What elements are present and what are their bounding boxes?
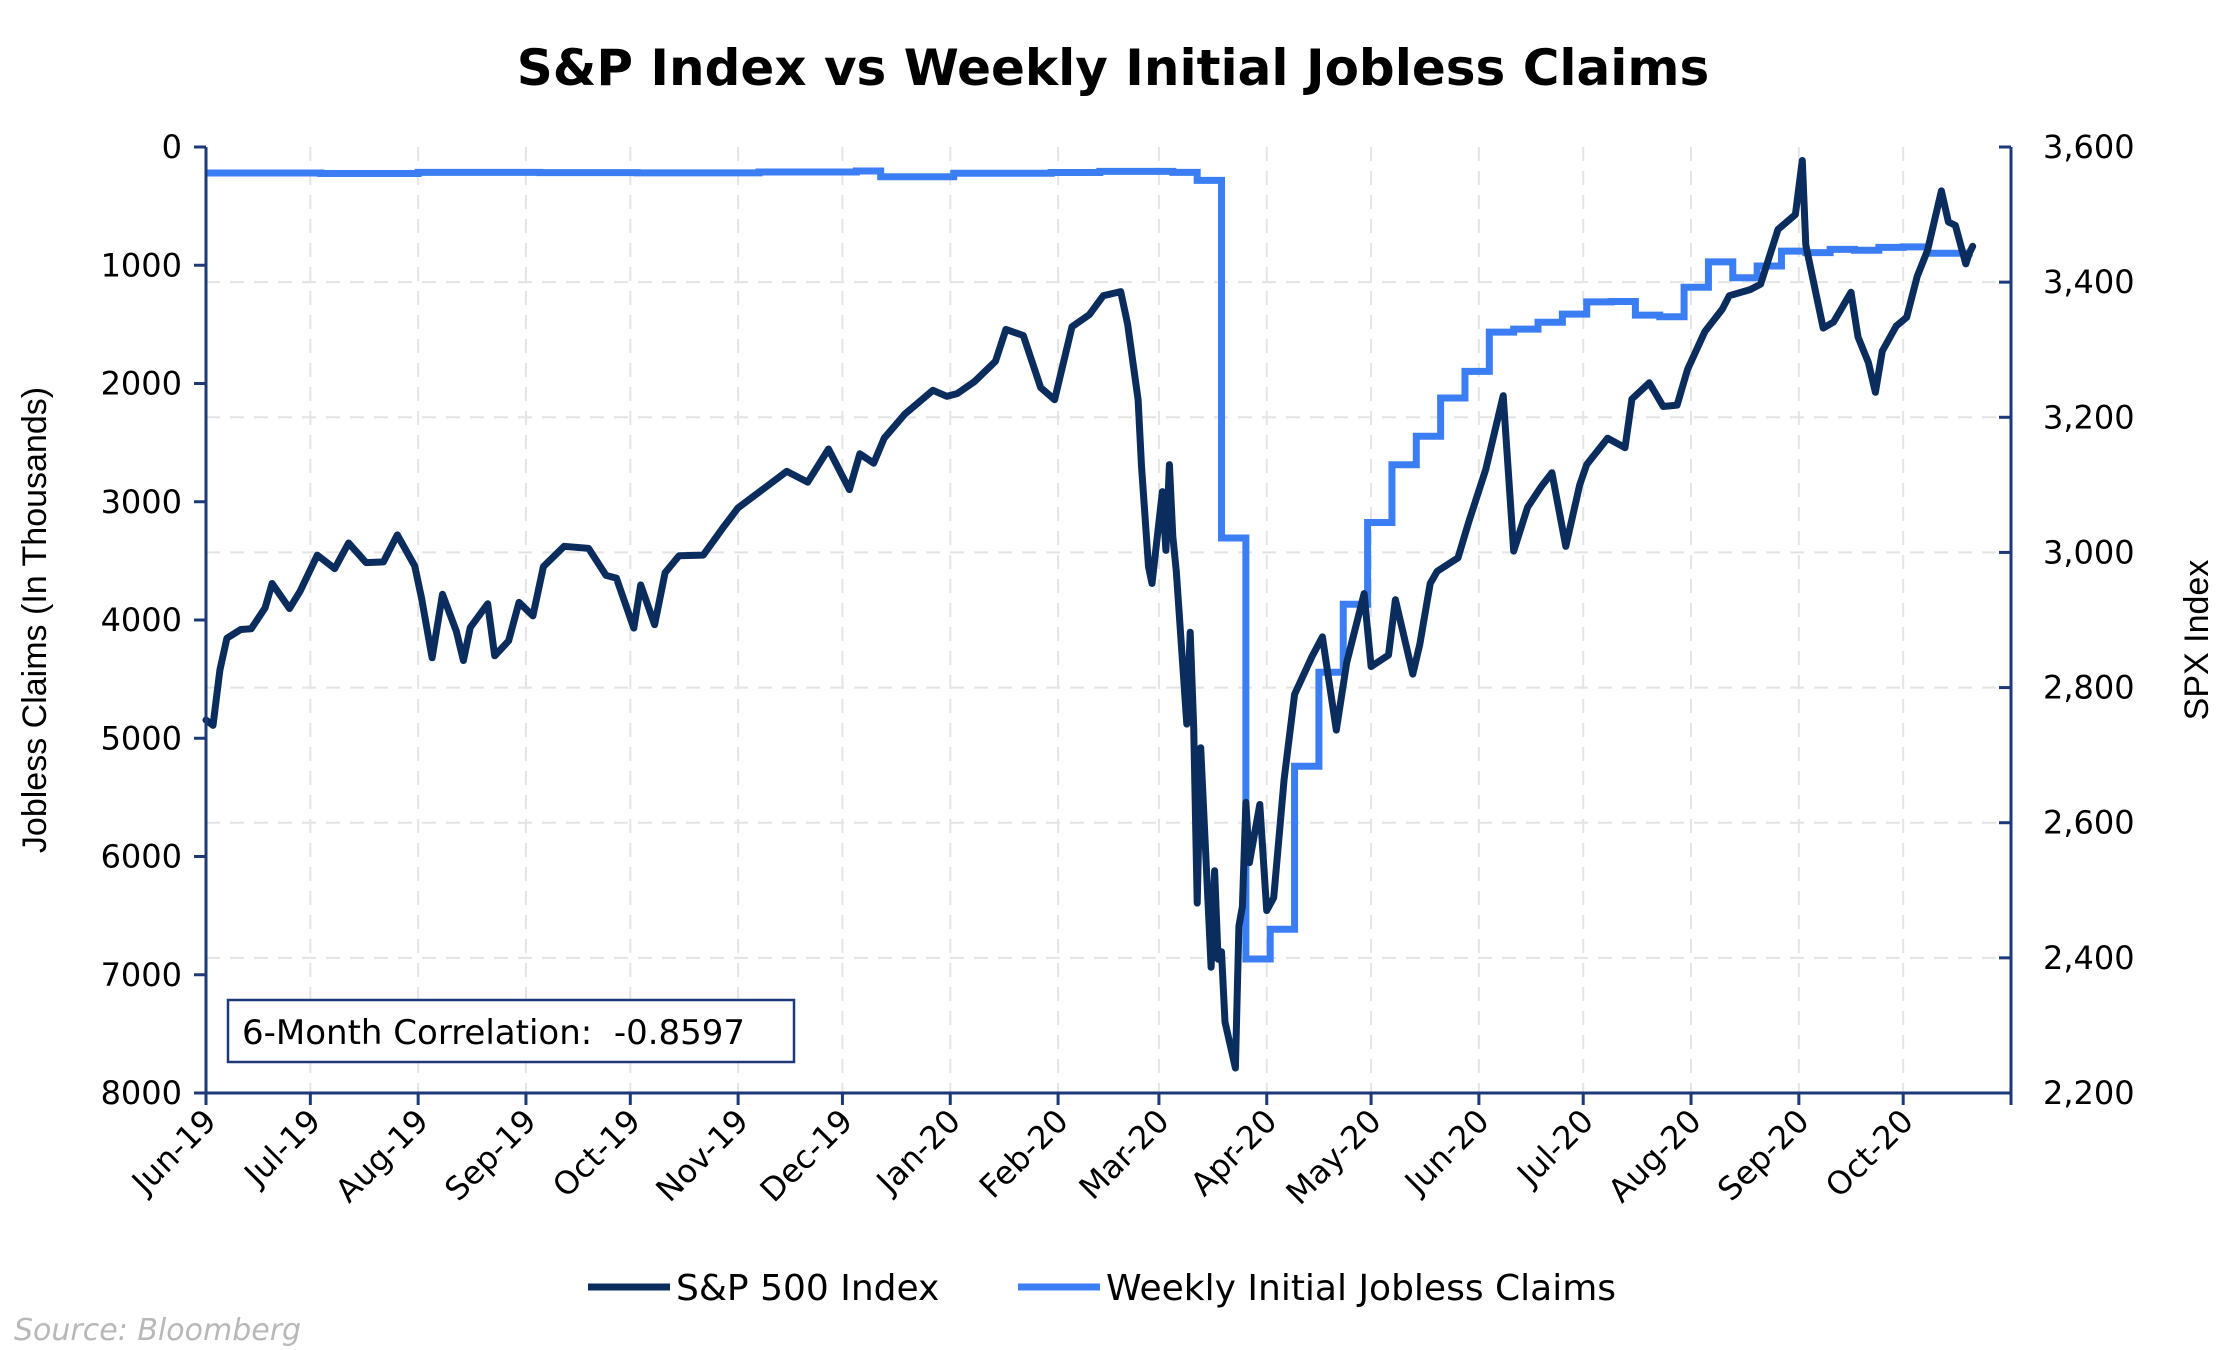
left-tick-label: 6000 [101, 838, 182, 876]
x-tick-label: Aug-20 [1601, 1102, 1709, 1210]
correlation-box-frame [226, 998, 796, 1064]
legend-label-claims: Weekly Initial Jobless Claims [1106, 1268, 1616, 1309]
correlation-box: 6-Month Correlation: -0.8597 [226, 998, 796, 1064]
x-tick-label: Sep-20 [1710, 1102, 1816, 1208]
right-axis-label: SPX Index [2178, 560, 2216, 721]
chart-title: S&P Index vs Weekly Initial Jobless Clai… [517, 39, 1710, 97]
left-axis-label: Jobless Claims (In Thousands) [16, 387, 54, 853]
source-note: Source: Bloomberg [14, 1313, 301, 1348]
axes [194, 145, 2013, 1105]
x-tick-label: Dec-19 [752, 1102, 860, 1210]
legend: S&P 500 Index Weekly Initial Jobless Cla… [588, 1268, 1616, 1309]
x-tick-label: Jul-20 [1508, 1102, 1601, 1195]
left-tick-label: 4000 [101, 601, 182, 639]
x-tick-label: Apr-20 [1183, 1102, 1285, 1204]
x-tick-label: May-20 [1279, 1102, 1389, 1212]
x-tick-label: Jul-19 [235, 1102, 328, 1195]
claims-series-line [206, 167, 1973, 963]
x-tick-label: Oct-20 [1818, 1102, 1921, 1205]
x-tick-label: Feb-20 [972, 1102, 1076, 1206]
x-tick-label: Mar-20 [1072, 1102, 1177, 1207]
right-tick-label: 2,400 [2043, 939, 2135, 977]
x-tick-label: Aug-19 [328, 1102, 436, 1210]
x-tick-label: Nov-19 [648, 1102, 755, 1209]
x-tick-label: Sep-19 [437, 1102, 543, 1208]
series-layer [202, 157, 1977, 1072]
left-tick-label: 1000 [101, 246, 182, 284]
x-tick-label: Jun-19 [123, 1102, 224, 1203]
right-tick-label: 2,800 [2043, 669, 2135, 707]
right-tick-label: 3,600 [2043, 128, 2135, 166]
x-tick-label: Jun-20 [1396, 1102, 1497, 1203]
left-tick-label: 0 [162, 128, 182, 166]
left-tick-label: 8000 [101, 1074, 182, 1112]
x-tick-label: Jan-20 [868, 1102, 968, 1202]
right-tick-label: 3,000 [2043, 533, 2135, 571]
left-tick-label: 5000 [101, 719, 182, 757]
left-tick-label: 2000 [101, 365, 182, 403]
left-tick-label: 3000 [101, 483, 182, 521]
sp500-series-line [202, 157, 1977, 1072]
right-tick-label: 3,400 [2043, 263, 2135, 301]
right-tick-label: 2,600 [2043, 804, 2135, 842]
legend-label-sp500: S&P 500 Index [676, 1268, 939, 1309]
left-tick-label: 7000 [101, 956, 182, 994]
x-tick-label: Oct-19 [545, 1102, 648, 1205]
right-tick-label: 3,200 [2043, 398, 2135, 436]
right-tick-label: 2,200 [2043, 1074, 2135, 1112]
correlation-text: 6-Month Correlation: -0.8597 [242, 1013, 745, 1053]
